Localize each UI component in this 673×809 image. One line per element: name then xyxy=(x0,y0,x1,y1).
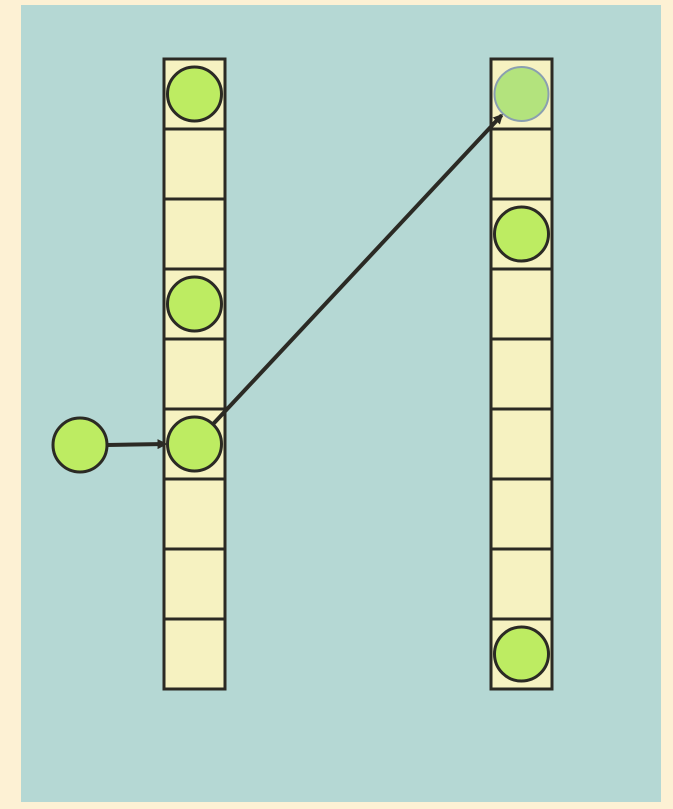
column-cell xyxy=(162,127,227,201)
column-cell xyxy=(489,337,554,411)
column-cell xyxy=(162,547,227,621)
column-cell xyxy=(489,477,554,551)
right-column xyxy=(489,57,554,691)
panel-background xyxy=(21,5,661,802)
column-cell xyxy=(489,127,554,201)
incoming-arrow xyxy=(106,439,168,450)
column-cell xyxy=(162,337,227,411)
ball-icon xyxy=(166,275,223,333)
ball-icon xyxy=(493,625,550,683)
left-column xyxy=(162,57,227,691)
column-cell xyxy=(489,267,554,341)
column-cell xyxy=(162,477,227,551)
ball-icon xyxy=(166,65,223,123)
column-cell xyxy=(162,617,227,691)
ball-icon xyxy=(493,205,550,263)
move-arrow xyxy=(211,113,504,426)
column-cell xyxy=(489,407,554,481)
balls-layer xyxy=(51,65,550,683)
column-cell xyxy=(162,197,227,271)
ball-icon xyxy=(166,415,223,473)
incoming-ball-icon xyxy=(51,416,109,474)
column-cell xyxy=(489,547,554,621)
ball-faded-icon xyxy=(493,66,550,122)
arrows-layer xyxy=(106,113,504,450)
